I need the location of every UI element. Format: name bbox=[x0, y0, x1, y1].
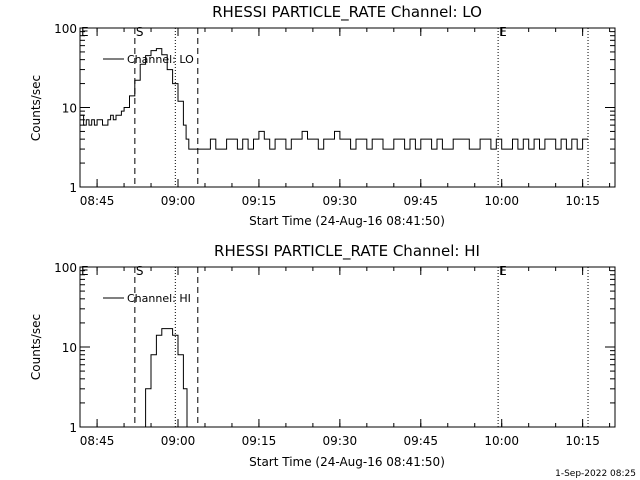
marker-label: S bbox=[136, 25, 144, 39]
panel-hi-x-axis-label: Start Time (24-Aug-16 08:41:50) bbox=[249, 455, 445, 469]
panel-lo-y-ticks: 1 10 100 bbox=[54, 22, 615, 195]
panel-lo-x-ticks: 08:45 09:00 09:15 09:30 09:45 10:00 10:15 bbox=[80, 28, 611, 208]
x-tick-label: 08:45 bbox=[80, 194, 115, 208]
x-tick-label: 10:15 bbox=[565, 194, 600, 208]
x-tick-label: 09:45 bbox=[403, 434, 438, 448]
x-tick-label: 10:00 bbox=[484, 434, 519, 448]
panel-hi-legend: Channel: HI bbox=[103, 292, 191, 305]
x-tick-label: 09:30 bbox=[323, 194, 358, 208]
x-tick-label: 09:00 bbox=[161, 194, 196, 208]
panel-lo-series bbox=[80, 48, 588, 150]
y-tick-label: 10 bbox=[62, 341, 77, 355]
panel-hi-y-axis-label: Counts/sec bbox=[29, 314, 43, 380]
x-tick-label: 08:45 bbox=[80, 434, 115, 448]
footer-timestamp: 1-Sep-2022 08:25 bbox=[555, 469, 636, 479]
y-tick-label: 100 bbox=[54, 22, 77, 36]
series-line bbox=[80, 48, 588, 150]
x-tick-label: 09:30 bbox=[323, 434, 358, 448]
y-tick-label: 100 bbox=[54, 261, 77, 275]
x-tick-label: 09:45 bbox=[403, 194, 438, 208]
panel-hi-x-ticks: 08:45 09:00 09:15 09:30 09:45 10:00 10:15 bbox=[80, 267, 611, 448]
panel-lo-y-axis-label: Counts/sec bbox=[29, 75, 43, 141]
panel-hi-series bbox=[141, 328, 188, 428]
series-line bbox=[141, 328, 188, 428]
x-tick-label: 09:00 bbox=[161, 434, 196, 448]
panel-hi-legend-label: Channel: HI bbox=[127, 292, 191, 305]
x-tick-label: 09:15 bbox=[242, 194, 277, 208]
x-tick-label: 10:15 bbox=[565, 434, 600, 448]
x-tick-label: 10:00 bbox=[484, 194, 519, 208]
marker-label: S bbox=[136, 264, 144, 278]
marker-label: E bbox=[499, 25, 507, 39]
panel-hi-y-ticks: 1 10 100 bbox=[54, 261, 615, 435]
panel-lo-title: RHESSI PARTICLE_RATE Channel: LO bbox=[212, 3, 482, 22]
y-tick-label: 1 bbox=[69, 421, 77, 435]
panel-lo-x-axis-label: Start Time (24-Aug-16 08:41:50) bbox=[249, 214, 445, 228]
marker-label: E bbox=[499, 264, 507, 278]
x-tick-label: 09:15 bbox=[242, 434, 277, 448]
panel-hi-title: RHESSI PARTICLE_RATE Channel: HI bbox=[214, 242, 480, 261]
panel-lo-legend-label: Channel: LO bbox=[127, 53, 194, 66]
panel-lo-legend: Channel: LO bbox=[103, 53, 194, 66]
y-tick-label: 1 bbox=[69, 181, 77, 195]
y-tick-label: 10 bbox=[62, 102, 77, 116]
